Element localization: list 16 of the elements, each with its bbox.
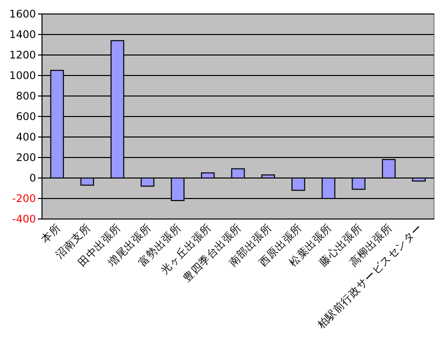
bar [291, 178, 306, 191]
y-tick-label: 200 [16, 152, 36, 164]
bar [231, 168, 245, 178]
x-tick-label: 本所 [38, 220, 64, 246]
y-tick-label: 800 [16, 90, 36, 103]
bar [140, 178, 154, 187]
y-tick-label: 1400 [9, 29, 36, 42]
bar [352, 178, 366, 190]
y-tick-label: -400 [12, 214, 36, 226]
y-tick-label: 1600 [9, 8, 36, 21]
y-tick-label: 1200 [9, 50, 36, 62]
y-tick-label: 1000 [9, 70, 36, 82]
y-tick-label: 600 [16, 111, 36, 124]
y-tick-label: -200 [12, 193, 36, 206]
y-tick-label: 0 [29, 172, 36, 185]
y-tick-label: 400 [16, 132, 36, 144]
